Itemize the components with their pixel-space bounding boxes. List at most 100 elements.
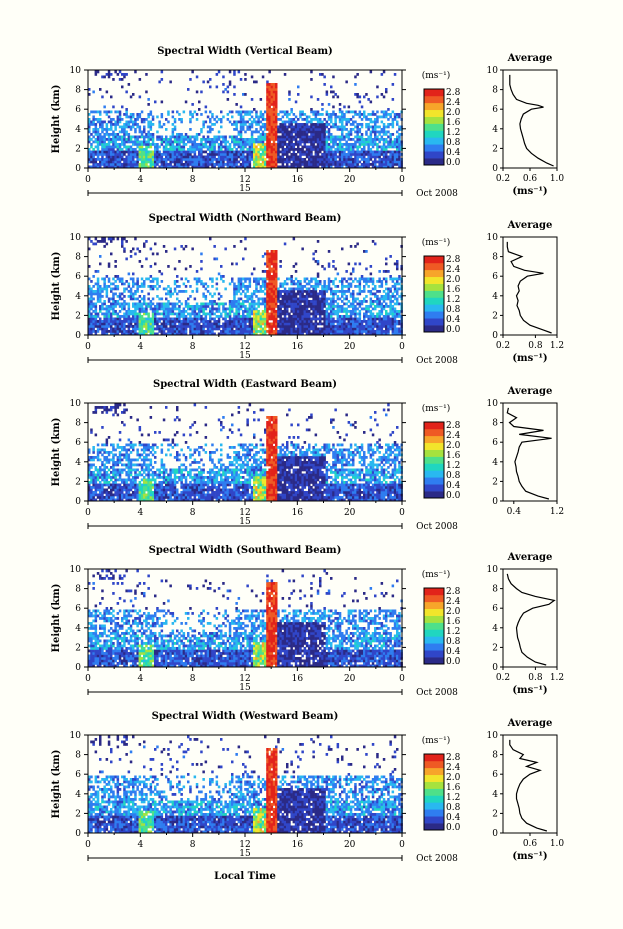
avg-y-tick-label: 2 (492, 809, 498, 819)
colorbar-swatch (424, 484, 444, 491)
x-tick-label: 0 (399, 508, 405, 518)
avg-x-tick-label: 1.2 (550, 507, 564, 517)
y-tick-label: 6 (75, 105, 81, 115)
colorbar-swatch (424, 103, 444, 110)
colorbar-swatch (424, 609, 444, 616)
colorbar-swatch (424, 117, 444, 124)
date-day-label: 15 (239, 184, 251, 194)
y-tick-label: 4 (75, 292, 81, 302)
panel-title: Spectral Width (Southward Beam) (149, 545, 342, 556)
x-tick-label: 0 (85, 674, 91, 684)
colorbar-tick-label: 2.0 (446, 108, 461, 118)
avg-frame (503, 70, 557, 168)
colorbar-swatch (424, 457, 444, 464)
date-day-label: 15 (239, 849, 251, 859)
avg-y-tick-label: 4 (492, 292, 498, 302)
avg-y-tick-label: 4 (492, 458, 498, 468)
x-tick-label: 20 (344, 840, 356, 850)
colorbar-swatch (424, 657, 444, 664)
colorbar-tick-label: 1.6 (446, 783, 461, 793)
x-tick-label: 20 (344, 175, 356, 185)
avg-x-tick-label: 0.2 (496, 174, 510, 184)
colorbar-tick-label: 0.8 (446, 138, 461, 148)
avg-y-tick-label: 0 (492, 164, 498, 174)
colorbar-tick-label: 2.4 (446, 597, 461, 607)
avg-x-tick-label: 0.6 (523, 839, 538, 849)
y-tick-label: 0 (75, 331, 81, 341)
y-axis-label: Height (km) (51, 750, 62, 819)
avg-y-tick-label: 2 (492, 311, 498, 321)
y-tick-label: 10 (70, 399, 82, 409)
date-day-label: 15 (239, 517, 251, 527)
colorbar-swatch (424, 325, 444, 332)
y-tick-label: 2 (75, 477, 81, 487)
avg-x-tick-label: 0.6 (523, 174, 538, 184)
avg-unit: (ms⁻¹) (512, 186, 547, 197)
colorbar-tick-label: 2.0 (446, 607, 461, 617)
colorbar-swatch (424, 595, 444, 602)
avg-profile-line (507, 574, 554, 665)
y-tick-label: 8 (75, 585, 81, 595)
avg-y-tick-label: 8 (492, 751, 498, 761)
colorbar-swatch (424, 491, 444, 498)
avg-x-tick-label: 0.8 (528, 341, 543, 351)
colorbar-swatch (424, 422, 444, 429)
y-tick-label: 10 (70, 233, 82, 243)
y-tick-label: 2 (75, 643, 81, 653)
colorbar-tick-label: 2.8 (446, 88, 461, 98)
x-axis-label: Local Time (214, 871, 276, 882)
colorbar-swatch (424, 429, 444, 436)
avg-x-tick-label: 1.2 (550, 341, 564, 351)
colorbar-tick-label: 0.4 (446, 481, 461, 491)
panel-0: Spectral Width (Vertical Beam)0246810Hei… (51, 46, 564, 199)
avg-profile-line (507, 408, 551, 499)
colorbar-swatch (424, 89, 444, 96)
colorbar-tick-label: 2.0 (446, 275, 461, 285)
y-tick-label: 6 (75, 438, 81, 448)
x-tick-label: 16 (292, 342, 304, 352)
y-tick-label: 8 (75, 86, 81, 96)
x-tick-label: 0 (399, 175, 405, 185)
x-tick-label: 16 (292, 674, 304, 684)
date-day-label: 15 (239, 683, 251, 693)
colorbar-swatch (424, 443, 444, 450)
avg-unit: (ms⁻¹) (512, 685, 547, 696)
avg-y-tick-label: 8 (492, 86, 498, 96)
avg-y-tick-label: 10 (487, 565, 499, 575)
avg-frame (503, 403, 557, 501)
colorbar-swatch (424, 450, 444, 457)
x-tick-label: 16 (292, 840, 304, 850)
x-tick-label: 8 (190, 508, 196, 518)
heatmap-field (88, 238, 403, 336)
colorbar-swatch (424, 311, 444, 318)
colorbar-tick-label: 2.8 (446, 421, 461, 431)
x-tick-label: 0 (85, 840, 91, 850)
y-tick-label: 0 (75, 497, 81, 507)
y-tick-label: 10 (70, 565, 82, 575)
avg-title: Average (507, 718, 553, 729)
colorbar-tick-label: 1.6 (446, 285, 461, 295)
colorbar-swatch (424, 754, 444, 761)
colorbar-swatch (424, 588, 444, 595)
colorbar-swatch (424, 768, 444, 775)
colorbar-tick-label: 2.8 (446, 587, 461, 597)
colorbar-swatch (424, 789, 444, 796)
x-tick-label: 8 (190, 175, 196, 185)
y-tick-label: 8 (75, 253, 81, 263)
colorbar-tick-label: 1.6 (446, 451, 461, 461)
avg-x-tick-label: 0.2 (496, 673, 510, 683)
colorbar-swatch (424, 823, 444, 830)
colorbar-unit: (ms⁻¹) (422, 70, 451, 81)
colorbar-swatch (424, 761, 444, 768)
y-tick-label: 10 (70, 731, 82, 741)
colorbar-swatch (424, 775, 444, 782)
colorbar-tick-label: 0.4 (446, 315, 461, 325)
colorbar-tick-label: 0.8 (446, 803, 461, 813)
y-axis-label: Height (km) (51, 584, 62, 653)
avg-y-tick-label: 10 (487, 731, 499, 741)
y-tick-label: 0 (75, 164, 81, 174)
heatmap-field (88, 736, 403, 834)
y-tick-label: 2 (75, 311, 81, 321)
colorbar-swatch (424, 130, 444, 137)
panel-title: Spectral Width (Northward Beam) (149, 213, 342, 224)
